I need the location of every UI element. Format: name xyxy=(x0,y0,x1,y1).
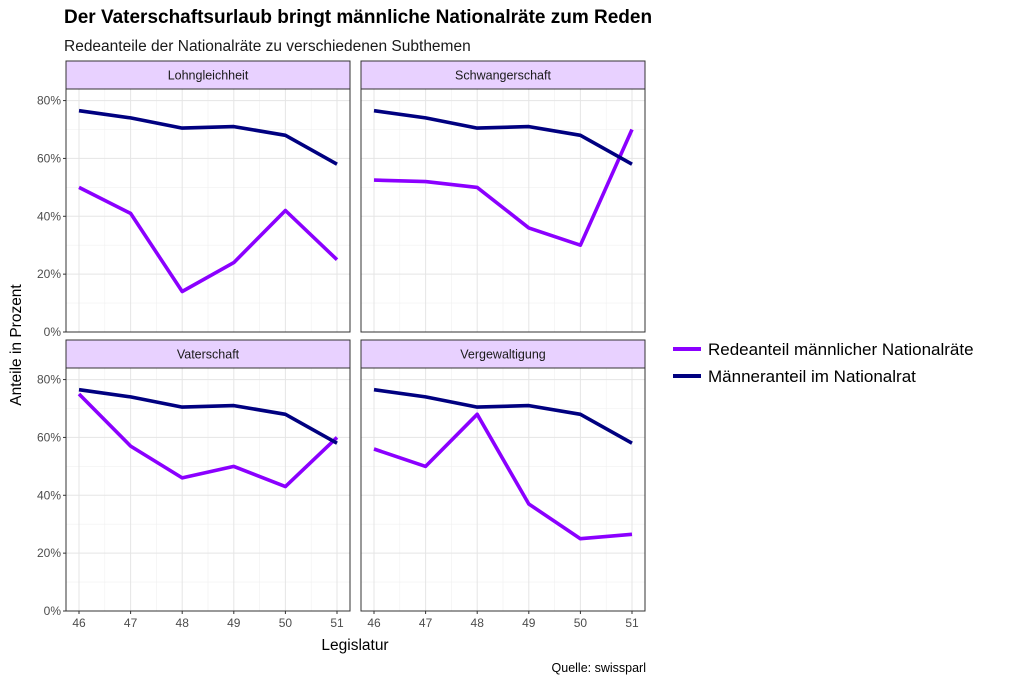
facet-strip-vaterschaft xyxy=(65,339,351,369)
y-tick-label: 60% xyxy=(37,151,61,165)
y-tick-label: 40% xyxy=(37,209,61,223)
legend-label-rede: Redeanteil männlicher Nationalräte xyxy=(708,340,974,359)
x-tick-label: 50 xyxy=(279,616,293,630)
panel-border-schwangerschaft xyxy=(360,88,646,333)
y-tick-label: 0% xyxy=(44,604,62,618)
series-line-maenner-lohngleichheit xyxy=(78,108,338,166)
y-tick-label: 60% xyxy=(37,430,61,444)
y-axis-title: Anteile in Prozent xyxy=(8,284,25,406)
y-tick-label: 80% xyxy=(37,94,61,108)
y-tick-label: 0% xyxy=(44,325,62,339)
x-tick-label: 47 xyxy=(124,616,138,630)
x-tick-label: 51 xyxy=(330,616,344,630)
chart-subtitle: Redeanteile der Nationalräte zu verschie… xyxy=(64,38,471,55)
series-line-rede-vaterschaft xyxy=(77,392,339,489)
x-tick-label: 51 xyxy=(625,616,639,630)
facet-strip-label-lohngleichheit: Lohngleichheit xyxy=(168,69,249,83)
series-line-maenner-vaterschaft xyxy=(78,387,338,445)
facet-vergewaltigung: Vergewaltigung 46 47 48 49 50 51 xyxy=(360,339,646,630)
y-tick-label: 40% xyxy=(37,488,61,502)
x-tick-label: 46 xyxy=(367,616,381,630)
series-line-maenner-schwangerschaft xyxy=(373,108,633,166)
facet-strip-schwangerschaft xyxy=(360,60,646,90)
facet-schwangerschaft: Schwangerschaft xyxy=(360,60,646,333)
chart-title: Der Vaterschaftsurlaub bringt männliche … xyxy=(64,7,652,28)
x-tick-label: 48 xyxy=(176,616,190,630)
y-tick-label: 20% xyxy=(37,546,61,560)
x-tick-label: 49 xyxy=(227,616,241,630)
x-tick-label: 47 xyxy=(419,616,433,630)
facet-strip-vergewaltigung xyxy=(360,339,646,369)
x-axis-title: Legislatur xyxy=(321,637,388,654)
series-line-rede-lohngleichheit xyxy=(78,185,339,294)
panel-border-vergewaltigung xyxy=(360,367,646,612)
facet-strip-label-vergewaltigung: Vergewaltigung xyxy=(460,348,546,362)
caption: Quelle: swissparl xyxy=(552,661,646,675)
panel-border-lohngleichheit xyxy=(65,88,351,333)
series-line-maenner-vergewaltigung xyxy=(373,387,633,445)
facet-vaterschaft: Vaterschaft 0% 20% 40% 60% 80% 46 47 48 49 50 51 xyxy=(37,339,351,630)
y-tick-label: 20% xyxy=(37,267,61,281)
facet-panels: Lohngleichheit 0% 20% 40% 60% 80% Schwangersch… xyxy=(37,60,646,630)
panel-border-vaterschaft xyxy=(65,367,351,612)
legend-label-maenner: Männeranteil im Nationalrat xyxy=(708,367,916,386)
x-tick-label: 46 xyxy=(72,616,86,630)
x-tick-label: 48 xyxy=(471,616,485,630)
facet-strip-label-schwangerschaft: Schwangerschaft xyxy=(455,69,551,83)
facet-strip-lohngleichheit xyxy=(65,60,351,90)
facet-strip-label-vaterschaft: Vaterschaft xyxy=(177,348,240,362)
x-tick-label: 50 xyxy=(574,616,588,630)
legend: Redeanteil männlicher Nationalräte Männer… xyxy=(673,340,974,386)
series-line-rede-schwangerschaft xyxy=(373,128,634,247)
y-tick-label: 80% xyxy=(37,373,61,387)
x-tick-label: 49 xyxy=(522,616,536,630)
series-line-rede-vergewaltigung xyxy=(373,412,633,541)
facet-lohngleichheit: Lohngleichheit 0% 20% 40% 60% 80% xyxy=(37,60,351,339)
